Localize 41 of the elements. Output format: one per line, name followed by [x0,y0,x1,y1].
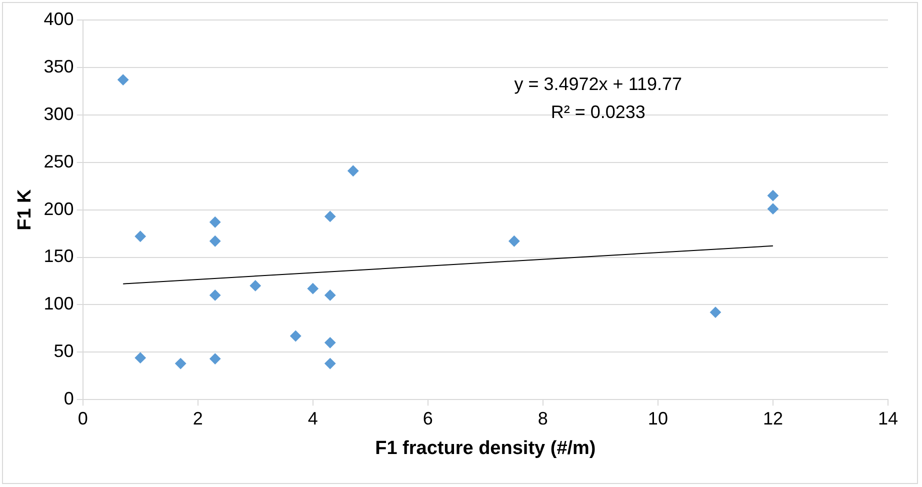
point [250,280,261,292]
point [710,306,721,318]
y-tick-label: 50 [54,341,74,362]
point [134,352,146,364]
y-tick-label: 350 [44,56,74,76]
point [508,236,520,247]
y-tick-label: 0 [64,388,74,409]
point [210,353,221,364]
y-tick-label: 200 [44,198,74,219]
point [175,358,186,370]
point [210,236,221,247]
x-tick-label: 6 [422,408,433,428]
x-tick-label: 10 [648,408,668,428]
x-tick-label: 14 [878,408,898,428]
point [767,190,778,202]
point [290,330,302,342]
x-tick-label: 2 [192,408,203,428]
y-tick-label: 250 [44,151,74,172]
y-tick-label: 300 [44,104,74,124]
y-axis-title: F1 K [14,188,36,230]
point [324,337,336,348]
y-tick-label: 150 [44,246,74,266]
x-tick-label: 12 [762,408,783,428]
annotation: y = 3.4972x + 119.77 [514,74,682,94]
point [324,358,336,370]
point [348,165,359,176]
annotation: R² = 0.0233 [550,102,646,122]
x-tick-label: 4 [308,408,318,428]
point [118,74,129,86]
point [767,203,778,214]
point [210,290,221,301]
point [324,210,336,222]
x-axis-title: F1 fracture density (#/m) [375,438,596,459]
point [324,290,336,301]
point [210,216,221,228]
point [134,230,146,242]
x-tick-label: 8 [538,408,548,428]
y-tick-label: 400 [44,8,74,29]
y-tick-label: 100 [44,294,74,314]
point [307,283,318,294]
x-tick-label: 0 [78,408,88,428]
